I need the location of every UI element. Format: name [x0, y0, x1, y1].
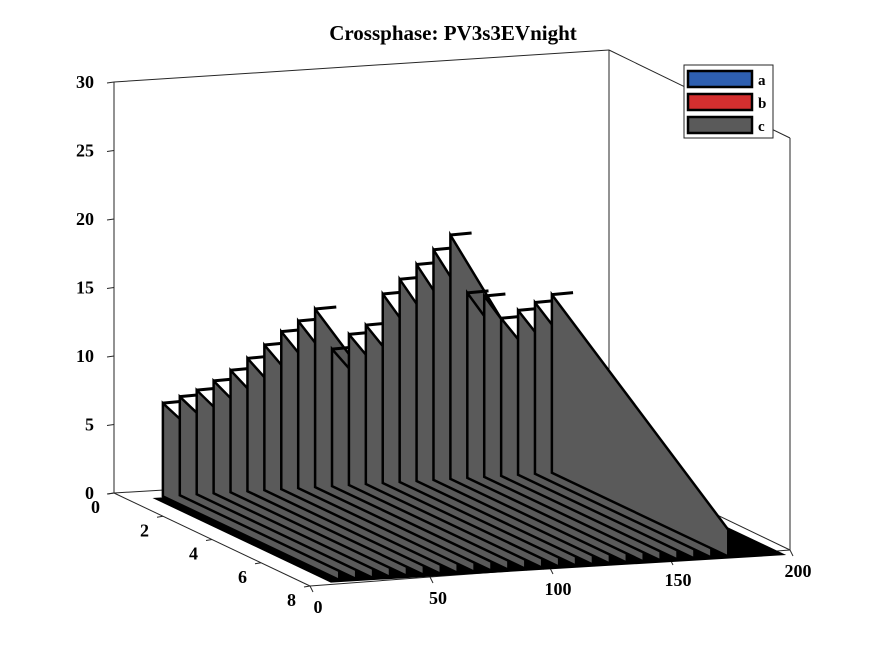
chart-title: Crossphase: PV3s3EVnight — [329, 21, 577, 45]
legend-entry-b: b — [686, 92, 766, 112]
back-top-edge — [113, 49, 610, 83]
bar-top-edge — [484, 292, 506, 298]
bars-group — [152, 230, 787, 583]
z-tick-label: 30 — [76, 72, 94, 92]
legend-label-c: c — [758, 119, 765, 135]
z-tick-label: 15 — [76, 278, 94, 298]
x-tick-label: 0 — [314, 597, 323, 617]
bar-top-edge — [467, 289, 489, 295]
z-tick-label: 10 — [76, 346, 94, 366]
bar-panel — [550, 290, 730, 559]
y-tick-label: 6 — [238, 567, 247, 587]
z-axis-ticks: 0 5 10 15 20 25 30 — [76, 72, 115, 503]
legend-swatch-c — [686, 115, 754, 135]
legend-label-a: a — [758, 73, 766, 89]
legend: a b c — [683, 64, 774, 139]
z-tick-mark — [106, 218, 115, 221]
y-tick-mark — [205, 539, 213, 541]
legend-label-b: b — [758, 96, 766, 112]
y-tick-label: 8 — [287, 590, 296, 610]
legend-entry-c: c — [686, 115, 765, 135]
y-axis-ticks: 0 2 4 6 8 — [91, 492, 311, 610]
z-tick-mark — [106, 81, 115, 84]
y-tick-label: 4 — [189, 544, 198, 564]
legend-swatch-b — [686, 92, 754, 112]
y-tick-mark — [107, 492, 115, 495]
x-tick-mark — [309, 585, 314, 593]
bar-top-edge — [450, 231, 472, 237]
x-tick-label: 100 — [545, 579, 572, 599]
x-tick-label: 50 — [429, 588, 447, 608]
z-tick-label: 5 — [85, 415, 94, 435]
z-tick-mark — [106, 150, 115, 152]
legend-swatch-a — [686, 69, 754, 89]
y-tick-label: 2 — [140, 520, 149, 540]
z-tick-mark — [106, 355, 115, 358]
bar-top-edge — [551, 291, 574, 297]
z-tick-label: 20 — [76, 209, 94, 229]
bar-top-edge — [314, 305, 337, 311]
z-tick-label: 0 — [85, 483, 94, 503]
x-tick-label: 150 — [665, 570, 692, 590]
z-tick-mark — [106, 424, 115, 426]
y-tick-label: 0 — [91, 497, 100, 517]
z-tick-mark — [106, 287, 115, 289]
y-tick-mark — [254, 562, 262, 565]
y-tick-mark — [156, 515, 164, 518]
x-tick-label: 200 — [785, 561, 812, 581]
z-tick-label: 25 — [76, 141, 94, 161]
legend-entry-a: a — [686, 69, 766, 89]
x-tick-mark — [789, 549, 794, 557]
y-tick-mark — [303, 585, 311, 588]
x-tick-mark — [429, 576, 434, 584]
